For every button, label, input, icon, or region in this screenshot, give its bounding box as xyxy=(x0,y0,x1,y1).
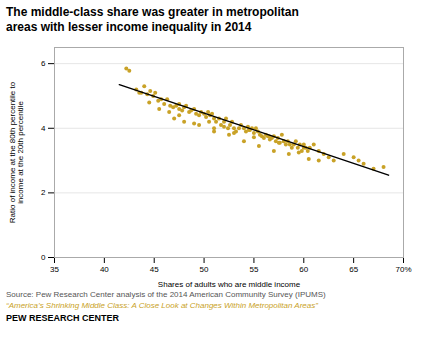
svg-text:4: 4 xyxy=(41,124,46,133)
html-text:Source: Pew Research Center an: Source: Pew Research Center analysis of … xyxy=(6,290,326,299)
svg-text:60: 60 xyxy=(299,265,308,274)
svg-text:2: 2 xyxy=(41,188,46,197)
svg-text:70%: 70% xyxy=(395,265,411,274)
svg-text:0: 0 xyxy=(41,253,46,262)
svg-text:50: 50 xyxy=(200,265,209,274)
html-text:“America’s Shrinking Middle Cl: “America’s Shrinking Middle Class: A Clo… xyxy=(6,301,318,310)
svg-text:55: 55 xyxy=(249,265,258,274)
svg-text:Ratio of income at the 80th pe: Ratio of income at the 80th percentile t… xyxy=(8,81,25,223)
svg-text:65: 65 xyxy=(349,265,358,274)
svg-text:45: 45 xyxy=(150,265,159,274)
svg-text:40: 40 xyxy=(100,265,109,274)
svg-text:35: 35 xyxy=(50,265,59,274)
html-text:PEW RESEARCH CENTER: PEW RESEARCH CENTER xyxy=(6,313,119,323)
svg-text:Shares of adults who are middl: Shares of adults who are middle income xyxy=(158,280,301,289)
html-text:The middle-class share was gre: The middle-class share was greater in me… xyxy=(6,5,299,34)
svg-text:6: 6 xyxy=(41,59,46,68)
